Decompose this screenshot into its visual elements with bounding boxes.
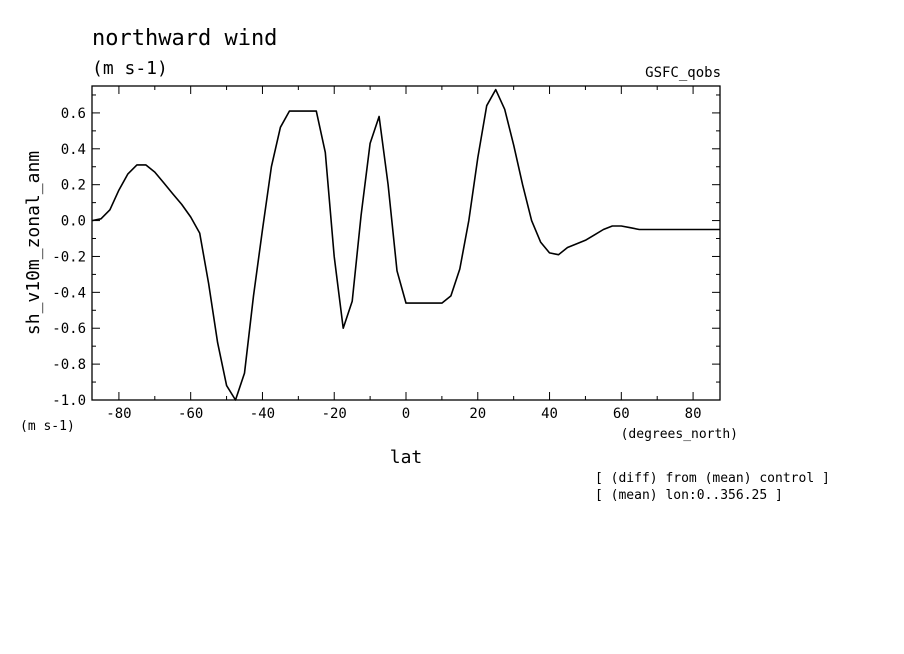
- annotation-diff: [ (diff) from (mean) control ]: [595, 471, 830, 486]
- annotation-mean: [ (mean) lon:0..356.25 ]: [595, 488, 783, 503]
- y-tick-label: -0.2: [52, 249, 86, 265]
- x-units-label: (degrees_north): [621, 427, 738, 442]
- x-tick-label: 80: [685, 406, 702, 422]
- x-tick-labels: -80 -60 -40 -20 0 20 40 60 80: [106, 406, 701, 422]
- x-tick-label: 0: [402, 406, 410, 422]
- y-tick-label: -1.0: [52, 393, 86, 409]
- x-tick-label: -80: [106, 406, 131, 422]
- x-tick-label: -60: [178, 406, 203, 422]
- y-tick-label: 0.0: [61, 214, 86, 230]
- chart-subtitle: (m s-1): [92, 58, 168, 79]
- y-tick-label: -0.4: [52, 285, 86, 301]
- y-tick-label: 0.4: [61, 142, 86, 158]
- y-tick-label: -0.6: [52, 321, 86, 337]
- chart-title: northward wind: [92, 26, 277, 51]
- y-tick-labels: -1.0 -0.8 -0.6 -0.4 -0.2 0.0 0.2 0.4 0.6: [52, 106, 86, 409]
- y-axis-label: sh_v10m_zonal_anm: [23, 151, 44, 335]
- dataset-label: GSFC_qobs: [645, 65, 721, 81]
- x-tick-label: 20: [469, 406, 486, 422]
- axis-ticks: [92, 86, 720, 401]
- y-tick-label: 0.2: [61, 178, 86, 194]
- x-tick-label: -40: [250, 406, 275, 422]
- y-units-label: (m s-1): [20, 419, 75, 434]
- x-tick-label: 40: [541, 406, 558, 422]
- y-tick-label: -0.8: [52, 357, 86, 373]
- plot-frame: [91, 85, 721, 401]
- x-tick-label: -20: [322, 406, 347, 422]
- x-axis-label: lat: [390, 447, 423, 468]
- y-tick-label: 0.6: [61, 106, 86, 122]
- x-tick-label: 60: [613, 406, 630, 422]
- series-line: [91, 88, 720, 401]
